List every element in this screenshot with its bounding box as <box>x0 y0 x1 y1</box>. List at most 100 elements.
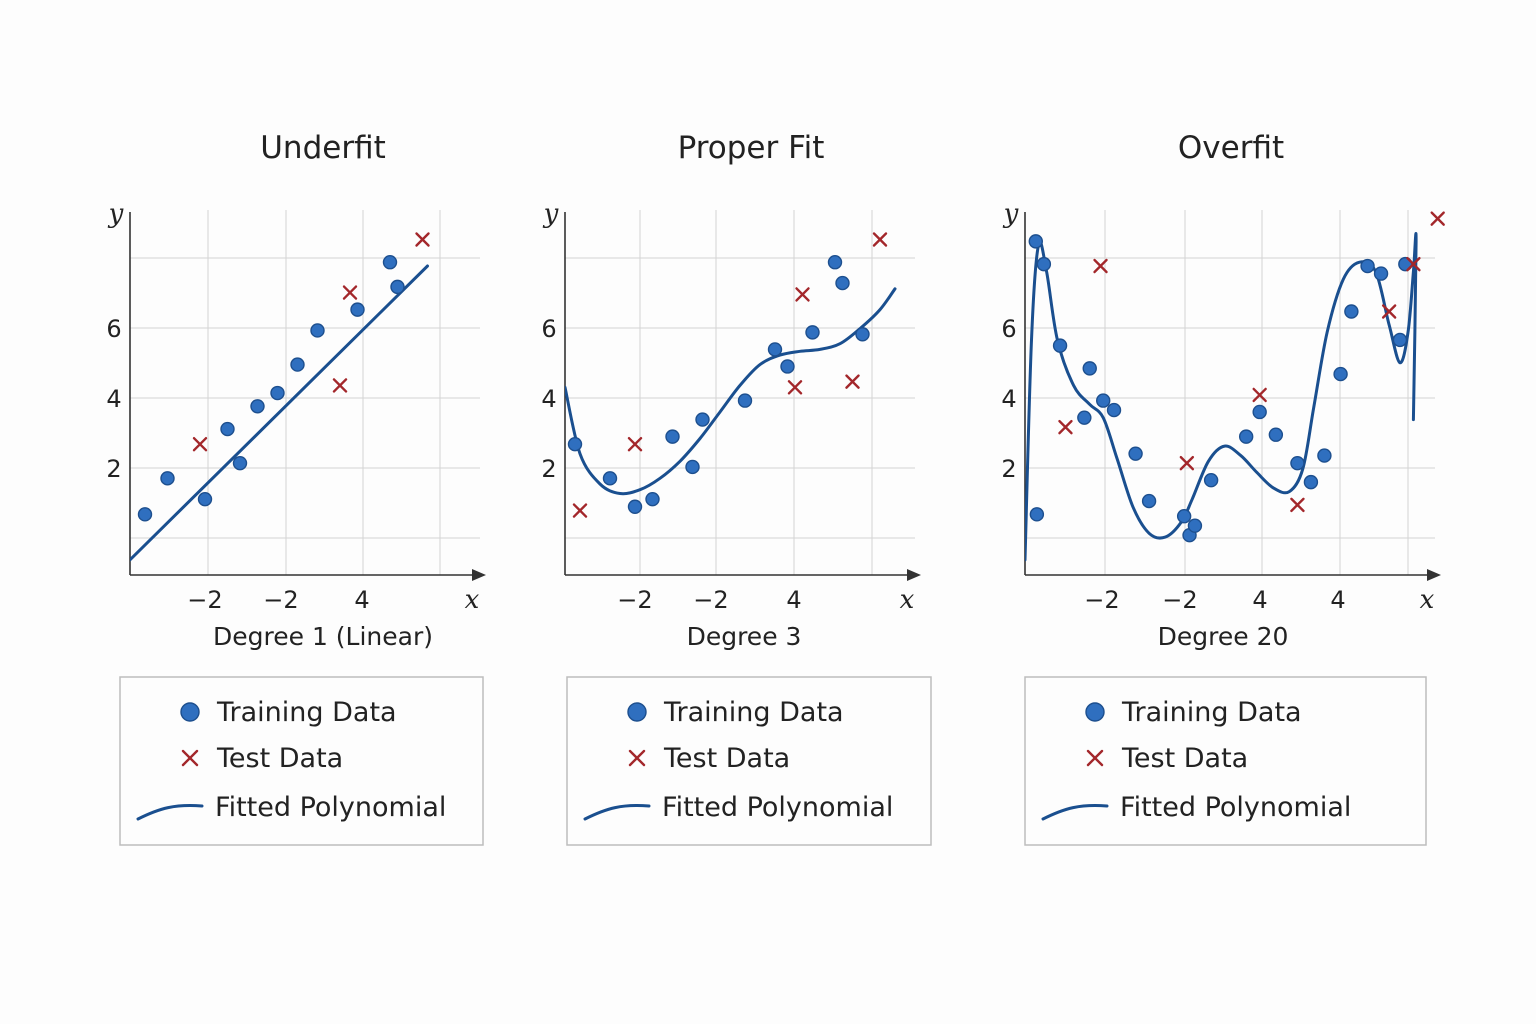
fit-group <box>1025 232 1418 562</box>
legend-box <box>119 676 484 846</box>
x-axis-variable: x <box>1420 585 1435 615</box>
test-cross-stroke <box>845 374 860 389</box>
x-axis-arrow <box>472 569 486 581</box>
x-tick-label: −2 <box>1162 586 1197 614</box>
training-data-point <box>1029 507 1045 522</box>
legend-fit-line <box>1041 804 1109 821</box>
training-data-point <box>1303 474 1319 490</box>
fit-group <box>565 287 897 496</box>
test-cross-stroke <box>627 437 643 452</box>
training-data-point <box>1373 266 1389 281</box>
y-tick-label: 6 <box>106 315 121 343</box>
y-tick-label: 4 <box>106 385 121 413</box>
legend: Training Data Test Data Fitted Polynomial <box>566 676 932 846</box>
y-axis-variable: y <box>543 199 559 229</box>
training-data-point <box>1141 493 1157 509</box>
test-cross-stroke <box>1252 387 1267 403</box>
test-cross-stroke <box>872 232 888 247</box>
x-tick-label: 4 <box>786 586 801 614</box>
test-cross-stroke <box>1093 258 1108 274</box>
training-data-point <box>350 302 365 317</box>
training-data-point <box>567 437 583 452</box>
y-tick-label: 6 <box>541 315 556 343</box>
chart-title: Proper Fit <box>678 130 825 166</box>
training-data-point <box>855 327 870 342</box>
training-data-point <box>1077 410 1092 425</box>
legend-training-marker <box>1085 702 1105 722</box>
chart-panel-3: Overfit y x 2 4 6 −2 −2 4 4 Degree 20 Training Data… <box>1001 130 1445 846</box>
chart-panel-1: Underfit y x 2 4 6 −2 −2 4 Degree 1 (Linear) Train… <box>106 130 486 846</box>
test-data-point <box>1093 258 1108 274</box>
training-data-point <box>602 471 618 486</box>
y-tick-label: 2 <box>106 455 121 483</box>
training-data-point <box>1096 393 1111 408</box>
training-data-point <box>1252 404 1267 420</box>
training-data-point <box>232 455 248 471</box>
legend-test-marker <box>1086 749 1104 767</box>
test-data-point <box>415 232 430 247</box>
test-cross-stroke <box>795 287 810 302</box>
training-data-point <box>1333 366 1348 382</box>
training-data-point <box>1082 361 1097 376</box>
test-data-point <box>1381 304 1397 319</box>
legend-training-marker <box>180 702 200 722</box>
test-cross-stroke <box>1430 211 1445 226</box>
test-cross-stroke <box>192 437 208 452</box>
x-axis-variable: x <box>465 585 480 615</box>
test-data-point <box>1290 497 1305 513</box>
legend-fit-line <box>583 804 651 821</box>
x-tick-label: 4 <box>354 586 369 614</box>
training-data-point <box>382 255 398 270</box>
fit-group <box>130 264 429 562</box>
chart-title: Overfit <box>1178 130 1284 166</box>
test-cross-stroke <box>332 378 348 393</box>
training-data-point <box>137 507 153 522</box>
test-data-point <box>1252 387 1267 403</box>
y-tick-label: 6 <box>1001 315 1016 343</box>
legend-box <box>566 676 932 846</box>
x-axis-arrow <box>907 569 921 581</box>
training-data-point <box>390 279 405 295</box>
training-data-point <box>310 323 325 338</box>
training-data-point <box>197 491 213 507</box>
x-axis-arrow <box>1427 569 1441 581</box>
training-data-point <box>1317 448 1332 463</box>
training-data-point <box>1187 518 1203 533</box>
legend-training-marker <box>627 702 647 722</box>
x-tick-label: −2 <box>263 586 298 614</box>
test-cross-stroke <box>342 285 358 300</box>
training-data-point <box>1106 402 1122 418</box>
fitted-polynomial-curve <box>130 264 429 562</box>
x-tick-label: 4 <box>1252 586 1267 614</box>
y-tick-label: 2 <box>541 455 556 483</box>
test-data-point <box>572 503 588 518</box>
training-data-point <box>270 385 285 401</box>
training-data-point <box>290 357 305 372</box>
test-data-point <box>342 285 358 300</box>
training-data-point <box>1203 473 1219 488</box>
test-data-point <box>795 287 810 302</box>
test-cross-stroke <box>1179 455 1195 471</box>
test-data-point <box>1179 455 1195 471</box>
training-data-point <box>160 471 175 486</box>
legend: Training Data Test Data Fitted Polynomial <box>1024 676 1427 846</box>
test-cross-stroke <box>1058 419 1073 435</box>
training-data-point <box>1290 455 1305 471</box>
test-data-point <box>1406 256 1421 272</box>
test-data-point <box>845 374 860 389</box>
legend-fit-label: Fitted Polynomial <box>662 792 893 823</box>
x-axis-label: Degree 1 (Linear) <box>213 622 433 651</box>
test-data-point <box>787 380 803 395</box>
test-cross-stroke <box>787 380 803 395</box>
training-data-point <box>827 255 843 270</box>
legend-training-label: Training Data <box>663 697 844 728</box>
training-data-point <box>1392 332 1408 348</box>
test-data-point <box>627 437 643 452</box>
test-cross-stroke <box>1381 304 1397 319</box>
training-data-point <box>1128 446 1143 461</box>
x-axis-label: Degree 3 <box>687 622 802 651</box>
test-cross-stroke <box>1290 497 1305 513</box>
training-data-point <box>250 399 265 414</box>
